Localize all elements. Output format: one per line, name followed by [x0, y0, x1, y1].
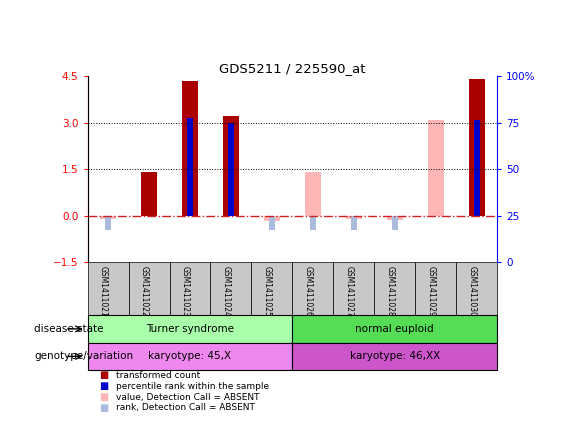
Text: GSM1411021: GSM1411021 — [99, 266, 108, 317]
Bar — [392, 216, 398, 230]
Bar — [468, 79, 485, 216]
Bar — [293, 262, 333, 315]
Text: transformed count: transformed count — [116, 371, 200, 380]
Text: Turner syndrome: Turner syndrome — [146, 324, 234, 334]
Text: normal euploid: normal euploid — [355, 324, 434, 334]
Bar — [269, 216, 275, 230]
Bar — [170, 262, 210, 315]
Text: GSM1411027: GSM1411027 — [345, 266, 354, 317]
Text: genotype/variation: genotype/variation — [34, 352, 133, 361]
Bar — [457, 262, 497, 315]
Bar — [88, 262, 129, 315]
Title: GDS5211 / 225590_at: GDS5211 / 225590_at — [219, 62, 366, 75]
Bar — [251, 262, 293, 315]
Bar — [129, 262, 170, 315]
Text: ■: ■ — [99, 392, 108, 402]
Bar — [351, 216, 357, 230]
Bar — [473, 120, 480, 216]
Bar — [211, 262, 251, 315]
Text: GSM1411029: GSM1411029 — [427, 266, 436, 317]
Bar — [333, 262, 374, 315]
Bar — [374, 262, 415, 315]
Bar — [305, 172, 321, 216]
Bar — [223, 116, 239, 216]
Text: GSM1411023: GSM1411023 — [181, 266, 190, 317]
Bar — [293, 315, 497, 343]
Text: ■: ■ — [99, 371, 108, 380]
Bar — [310, 216, 316, 230]
Text: GSM1411028: GSM1411028 — [386, 266, 395, 317]
Bar — [105, 216, 111, 230]
Bar — [346, 216, 362, 219]
Bar — [187, 118, 193, 216]
Bar — [182, 81, 198, 216]
Bar — [100, 216, 116, 220]
Text: GSM1411026: GSM1411026 — [304, 266, 313, 317]
Text: karyotype: 46,XX: karyotype: 46,XX — [350, 352, 440, 361]
Text: percentile rank within the sample: percentile rank within the sample — [116, 382, 269, 391]
Text: rank, Detection Call = ABSENT: rank, Detection Call = ABSENT — [116, 404, 255, 412]
Text: value, Detection Call = ABSENT: value, Detection Call = ABSENT — [116, 393, 259, 401]
Bar — [228, 123, 234, 216]
Bar — [415, 262, 457, 315]
Text: GSM1411025: GSM1411025 — [263, 266, 272, 317]
Bar — [264, 216, 280, 221]
Text: ■: ■ — [99, 381, 108, 391]
Text: ■: ■ — [99, 403, 108, 413]
Text: GSM1411022: GSM1411022 — [140, 266, 149, 317]
Bar — [88, 343, 293, 370]
Bar — [141, 172, 157, 216]
Text: GSM1411030: GSM1411030 — [468, 266, 477, 317]
Bar — [293, 343, 497, 370]
Bar — [386, 216, 403, 220]
Text: karyotype: 45,X: karyotype: 45,X — [149, 352, 232, 361]
Bar — [428, 120, 444, 216]
Text: disease state: disease state — [34, 324, 104, 334]
Bar — [88, 315, 293, 343]
Text: GSM1411024: GSM1411024 — [222, 266, 231, 317]
